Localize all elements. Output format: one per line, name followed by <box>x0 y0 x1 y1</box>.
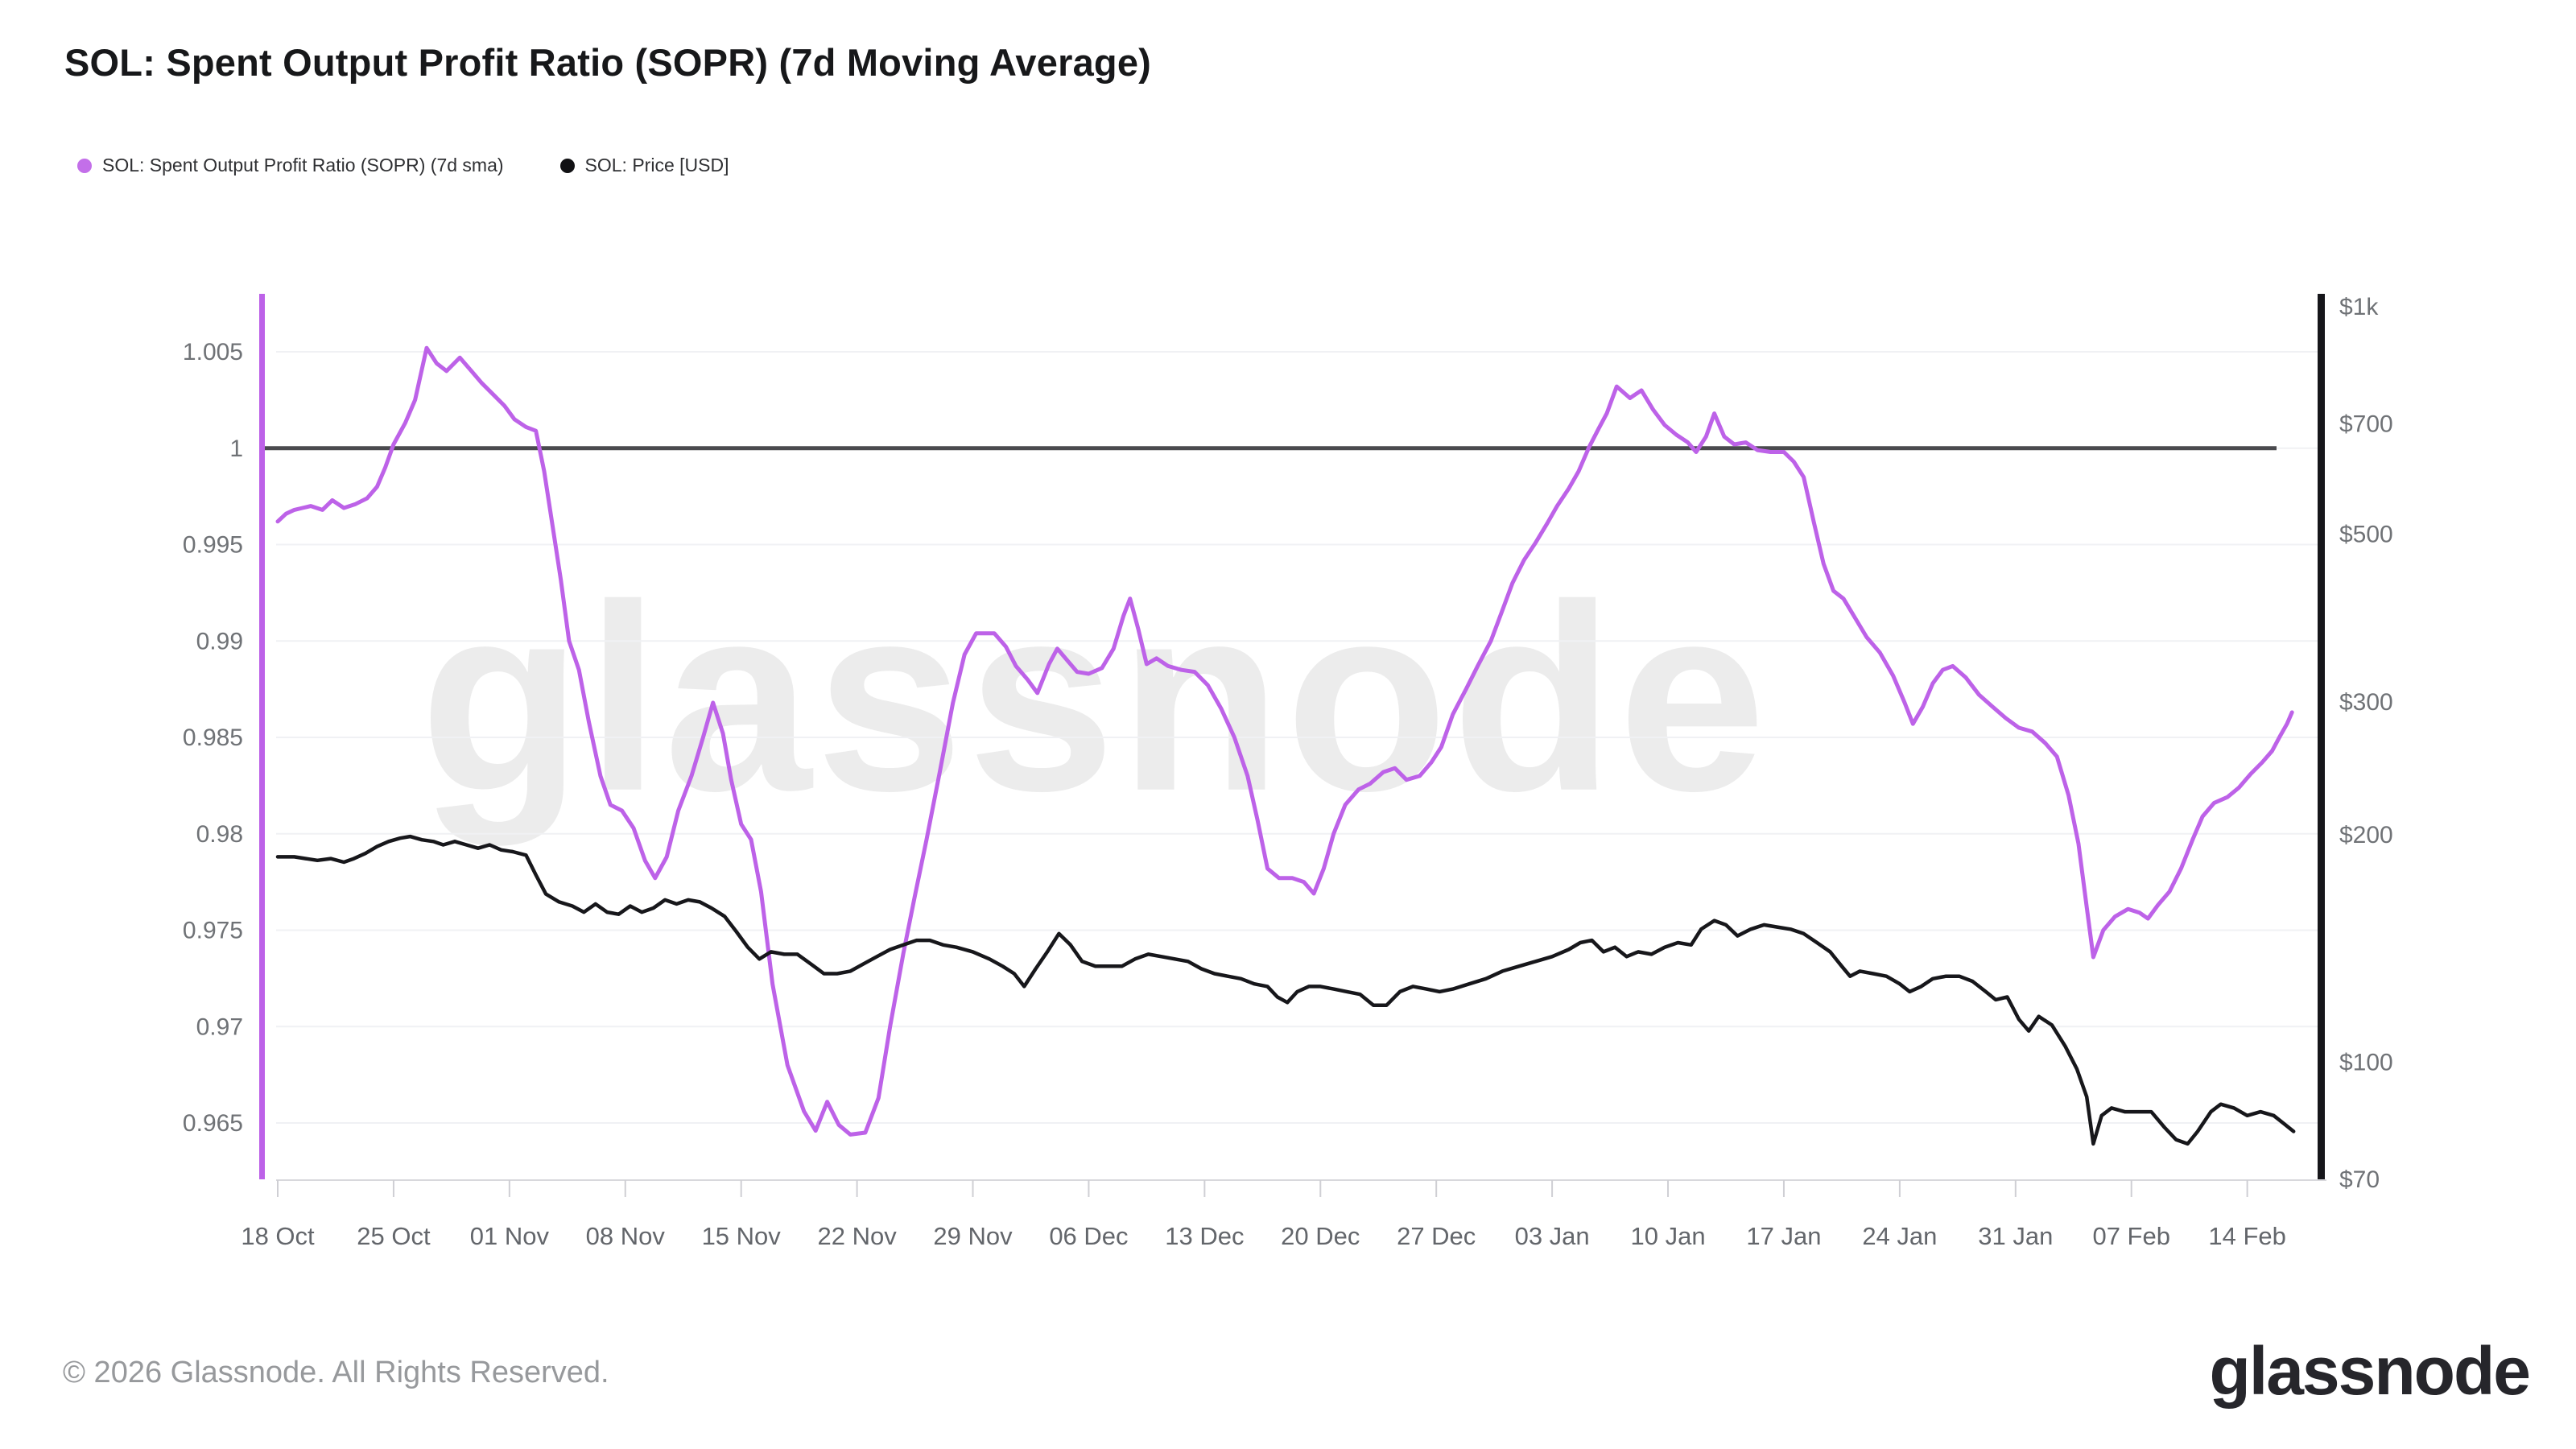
x-axis-tick-label: 03 Jan <box>1515 1222 1590 1250</box>
x-axis-tick-label: 24 Jan <box>1862 1222 1937 1250</box>
left-axis-line <box>259 294 265 1179</box>
x-axis-tick-label: 22 Nov <box>817 1222 897 1250</box>
left-axis-tick-label: 1 <box>229 436 243 462</box>
legend-item-sopr[interactable]: SOL: Spent Output Profit Ratio (SOPR) (7… <box>77 155 504 176</box>
x-axis-tick-label: 31 Jan <box>1978 1222 2053 1250</box>
left-axis-tick-label: 1.005 <box>183 339 243 365</box>
legend: SOL: Spent Output Profit Ratio (SOPR) (7… <box>77 155 729 176</box>
legend-item-sopr-label: SOL: Spent Output Profit Ratio (SOPR) (7… <box>102 155 504 175</box>
sopr-series-dot-icon <box>77 158 92 173</box>
x-axis-tick-label: 06 Dec <box>1049 1222 1128 1250</box>
price-series-dot-icon <box>559 158 575 173</box>
left-axis-tick-label: 0.985 <box>183 724 243 751</box>
x-axis-tick-label: 17 Jan <box>1746 1222 1821 1250</box>
left-axis-tick-label: 0.995 <box>183 532 243 559</box>
x-axis-tick-label: 14 Feb <box>2208 1222 2286 1250</box>
x-axis-tick-label: 15 Nov <box>702 1222 782 1250</box>
legend-item-price-label: SOL: Price [USD] <box>584 155 729 175</box>
left-axis-tick-label: 0.99 <box>196 628 243 654</box>
left-axis-tick-label: 0.965 <box>183 1110 243 1137</box>
right-axis-tick-label: $700 <box>2339 411 2393 437</box>
x-axis-tick-label: 20 Dec <box>1281 1222 1360 1250</box>
x-axis-tick-label: 25 Oct <box>357 1222 431 1250</box>
legend-item-price[interactable]: SOL: Price [USD] <box>559 155 729 176</box>
copyright-text: © 2026 Glassnode. All Rights Reserved. <box>63 1356 609 1389</box>
x-axis-tick-label: 13 Dec <box>1165 1222 1244 1250</box>
right-axis-tick-label: $100 <box>2339 1050 2393 1076</box>
x-axis-tick-label: 08 Nov <box>586 1222 666 1250</box>
left-axis-tick-label: 0.975 <box>183 918 243 944</box>
left-axis-tick-label: 0.97 <box>196 1013 243 1040</box>
right-axis-tick-label: $200 <box>2339 822 2393 848</box>
x-axis-tick-label: 18 Oct <box>241 1222 315 1250</box>
price-line <box>275 834 2296 1146</box>
right-axis-tick-label: $1k <box>2339 294 2379 320</box>
x-axis-tick-label: 10 Jan <box>1631 1222 1706 1250</box>
x-axis-tick-label: 29 Nov <box>933 1222 1013 1250</box>
right-axis-tick-label: $70 <box>2339 1166 2380 1193</box>
glassnode-logo: glassnode <box>2209 1333 2531 1409</box>
x-axis-tick-label: 27 Dec <box>1397 1222 1476 1250</box>
left-axis-tick-label: 0.98 <box>196 821 243 848</box>
x-axis-tick-label: 01 Nov <box>470 1222 550 1250</box>
chart-title: SOL: Spent Output Profit Ratio (SOPR) (7… <box>64 41 1152 84</box>
right-axis-tick-label: $300 <box>2339 689 2393 716</box>
sopr-line <box>275 345 2294 1137</box>
right-axis-line <box>2318 294 2325 1179</box>
right-axis-tick-label: $500 <box>2339 522 2393 548</box>
x-axis-tick-label: 07 Feb <box>2092 1222 2170 1250</box>
